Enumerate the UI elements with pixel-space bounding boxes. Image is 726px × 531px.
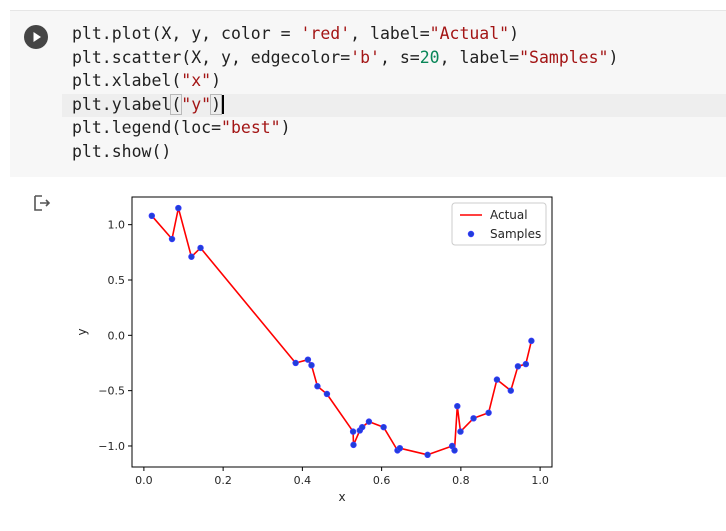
sample-point [514,363,522,370]
sample-point [148,212,156,220]
sample-point [168,235,176,243]
y-tick-label: 1.0 [108,219,126,232]
code-token: plt.ylabel [72,94,172,114]
sample-point [528,337,535,345]
actual-line-series [151,207,533,456]
code-line[interactable]: plt.plot(X, y, color = 'red', label="Act… [72,22,519,45]
x-tick-label: 0.4 [294,474,312,487]
code-line[interactable]: plt.legend(loc="best") [72,116,291,139]
y-tick-label: −1.0 [98,440,125,453]
axis-labels: x y [75,328,346,504]
code-token: , label= [350,24,430,43]
sample-point [292,359,299,367]
code-token: "y" [181,94,212,114]
code-token: ) [509,24,520,43]
code-cell[interactable]: plt.plot(X, y, color = 'red', label="Act… [10,10,726,178]
code-token: 'red' [300,24,351,43]
x-tick-label: 0.8 [452,474,470,487]
x-tick-label: 0.2 [214,474,232,487]
code-editor[interactable]: plt.plot(X, y, color = 'red', label="Act… [62,11,726,178]
sample-point [304,356,312,363]
sample-point [451,447,458,454]
ticks: 0.0 0.2 0.4 0.6 0.8 1.0 1.0 0.5 0.0 −0.5 −1.0 [98,219,549,487]
current-line-highlight [62,94,726,117]
output-arrow-icon[interactable] [32,193,52,213]
sample-point [175,204,182,212]
sample-point [365,418,373,425]
actual-line [151,207,533,456]
legend-label-samples: Samples [490,227,541,241]
code-token: plt.show() [72,141,172,161]
sample-point [454,402,461,410]
code-line[interactable]: plt.ylabel("y") [72,93,225,116]
code-token: ) [608,47,619,67]
code-token: ) [280,118,291,137]
sample-point [308,361,315,369]
code-token: plt.plot(X, y, color = [72,24,301,43]
cell-output: 0.0 0.2 0.4 0.6 0.8 1.0 1.0 0.5 0.0 −0.5 −1.0 x y … [10,177,726,527]
sample-point [470,415,477,422]
legend-point-swatch [467,230,475,238]
sample-point [485,409,492,416]
chart: 0.0 0.2 0.4 0.6 0.8 1.01.00.50.0−0.5−1.0 x y … [75,196,553,504]
sample-point [350,441,357,449]
x-axis-label: x [338,490,345,504]
sample-point [359,423,366,431]
sample-point [188,253,195,260]
text-caret [222,94,225,114]
sample-point [197,244,204,252]
code-token: ) [210,93,223,115]
code-token: ) [211,71,222,90]
code-token: ( [170,93,183,115]
samples-scatter-series [148,204,535,459]
sample-point [323,390,331,398]
code-token: "Samples" [519,47,609,67]
sample-point [424,451,431,459]
sample-point [457,428,464,435]
code-token: plt.scatter(X, y, edgecolor= [72,47,351,67]
legend: Actual Samples [451,202,547,246]
code-token: plt.legend(loc= [72,118,222,137]
code-token: , label= [439,47,520,67]
code-line[interactable]: plt.xlabel("x") [72,69,221,92]
sample-point [314,383,321,390]
code-token: "Actual" [429,24,510,43]
code-line[interactable]: plt.show() [72,140,171,163]
x-tick-label: 0.6 [373,474,391,487]
y-tick-label: −0.5 [98,385,125,398]
sample-point [380,423,387,431]
legend-label-actual: Actual [490,208,528,222]
sample-point [507,387,514,394]
sample-point [349,428,357,435]
cell-gutter [10,11,62,178]
code-token: "x" [181,71,212,90]
code-token: , s= [379,47,420,67]
x-tick-label: 0.0 [135,474,153,487]
code-token: plt.xlabel( [72,71,182,90]
y-tick-label: 0.0 [108,329,126,342]
code-line[interactable]: plt.scatter(X, y, edgecolor='b', s=20, l… [72,46,618,69]
code-token: 'b' [350,47,380,67]
play-icon [33,32,41,42]
x-tick-label: 1.0 [531,474,549,487]
legend-box [451,202,547,246]
code-token: "best" [221,118,281,137]
sample-point [396,444,404,452]
run-cell-button[interactable] [24,25,48,49]
code-token: 20 [419,47,440,67]
y-tick-label: 0.5 [108,274,126,287]
sample-point [493,376,501,383]
sample-point [522,360,530,368]
y-axis-label: y [75,328,89,335]
